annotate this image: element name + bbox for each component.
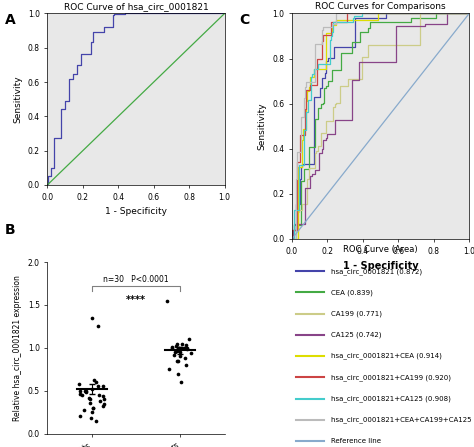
Point	[86, 396, 94, 403]
Point	[176, 349, 184, 356]
Text: ****: ****	[126, 295, 146, 305]
Point	[185, 336, 193, 343]
Point	[180, 344, 188, 351]
Point	[171, 351, 178, 358]
Point	[94, 383, 101, 390]
Point	[93, 379, 100, 386]
Point	[169, 344, 176, 351]
Point	[172, 349, 179, 356]
Point	[179, 340, 186, 347]
Point	[175, 346, 183, 353]
Title: ROC Curves for Comparisons: ROC Curves for Comparisons	[315, 2, 446, 11]
Point	[89, 404, 97, 411]
Point	[100, 392, 107, 400]
Point	[166, 366, 173, 373]
Text: hsa_circ_0001821+CA125 (0.908): hsa_circ_0001821+CA125 (0.908)	[331, 395, 451, 402]
Y-axis label: Sensitivity: Sensitivity	[13, 76, 22, 123]
Point	[163, 297, 171, 304]
Point	[82, 387, 90, 394]
Point	[100, 396, 108, 403]
Point	[99, 403, 106, 410]
Text: hsa_circ_0001821+CA199 (0.920): hsa_circ_0001821+CA199 (0.920)	[331, 374, 451, 381]
Point	[173, 340, 181, 347]
Point	[182, 362, 190, 369]
Point	[76, 391, 84, 398]
Point	[89, 404, 97, 411]
Point	[87, 399, 94, 406]
Text: Reference line: Reference line	[331, 438, 381, 444]
Point	[182, 344, 189, 351]
Point	[91, 377, 98, 384]
Text: hsa_circ_0001821+CEA (0.914): hsa_circ_0001821+CEA (0.914)	[331, 353, 442, 359]
Point	[100, 400, 108, 407]
Point	[173, 348, 181, 355]
Point	[183, 345, 191, 352]
Point	[82, 389, 89, 396]
Text: CA199 (0.771): CA199 (0.771)	[331, 310, 382, 317]
Point	[175, 344, 183, 351]
Point	[182, 342, 190, 349]
Text: n=30   P<0.0001: n=30 P<0.0001	[103, 274, 169, 283]
X-axis label: 1 - Specificity: 1 - Specificity	[105, 207, 167, 216]
Point	[174, 344, 182, 351]
Point	[76, 413, 84, 420]
Point	[88, 385, 95, 392]
Point	[78, 392, 86, 399]
Point	[173, 357, 181, 364]
Point	[89, 314, 96, 321]
Point	[92, 417, 100, 424]
Point	[168, 343, 176, 350]
Title: ROC Curve of hsa_circ_0001821: ROC Curve of hsa_circ_0001821	[64, 2, 209, 11]
Text: CEA (0.839): CEA (0.839)	[331, 289, 373, 296]
Text: hsa_circ_0001821+CEA+CA199+CA125  (0.933): hsa_circ_0001821+CEA+CA199+CA125 (0.933)	[331, 416, 474, 423]
Point	[96, 397, 104, 405]
Point	[174, 357, 182, 364]
Y-axis label: Relative hsa_circ_0001821 expression: Relative hsa_circ_0001821 expression	[13, 275, 22, 421]
Text: A: A	[5, 13, 16, 27]
Text: hsa_circ_0001821 (0.872): hsa_circ_0001821 (0.872)	[331, 268, 422, 274]
Point	[77, 387, 84, 394]
Point	[81, 387, 88, 394]
Point	[80, 406, 88, 413]
Point	[85, 394, 92, 401]
Text: ROC Curve (Area): ROC Curve (Area)	[343, 245, 418, 254]
Point	[95, 392, 103, 399]
Point	[75, 380, 83, 388]
Point	[95, 323, 102, 330]
Point	[181, 354, 188, 362]
Point	[174, 370, 182, 377]
Point	[177, 344, 185, 351]
Text: B: B	[5, 224, 15, 237]
Point	[187, 350, 195, 357]
X-axis label: 1 - Specificity: 1 - Specificity	[343, 261, 419, 271]
Y-axis label: Sensitivity: Sensitivity	[258, 102, 267, 150]
Point	[87, 414, 95, 422]
Point	[88, 409, 96, 416]
Point	[174, 347, 182, 354]
Point	[99, 383, 106, 390]
Point	[173, 342, 180, 350]
Point	[177, 379, 185, 386]
Point	[184, 344, 191, 351]
Point	[176, 353, 183, 360]
Text: CA125 (0.742): CA125 (0.742)	[331, 332, 382, 338]
Text: C: C	[239, 13, 250, 27]
